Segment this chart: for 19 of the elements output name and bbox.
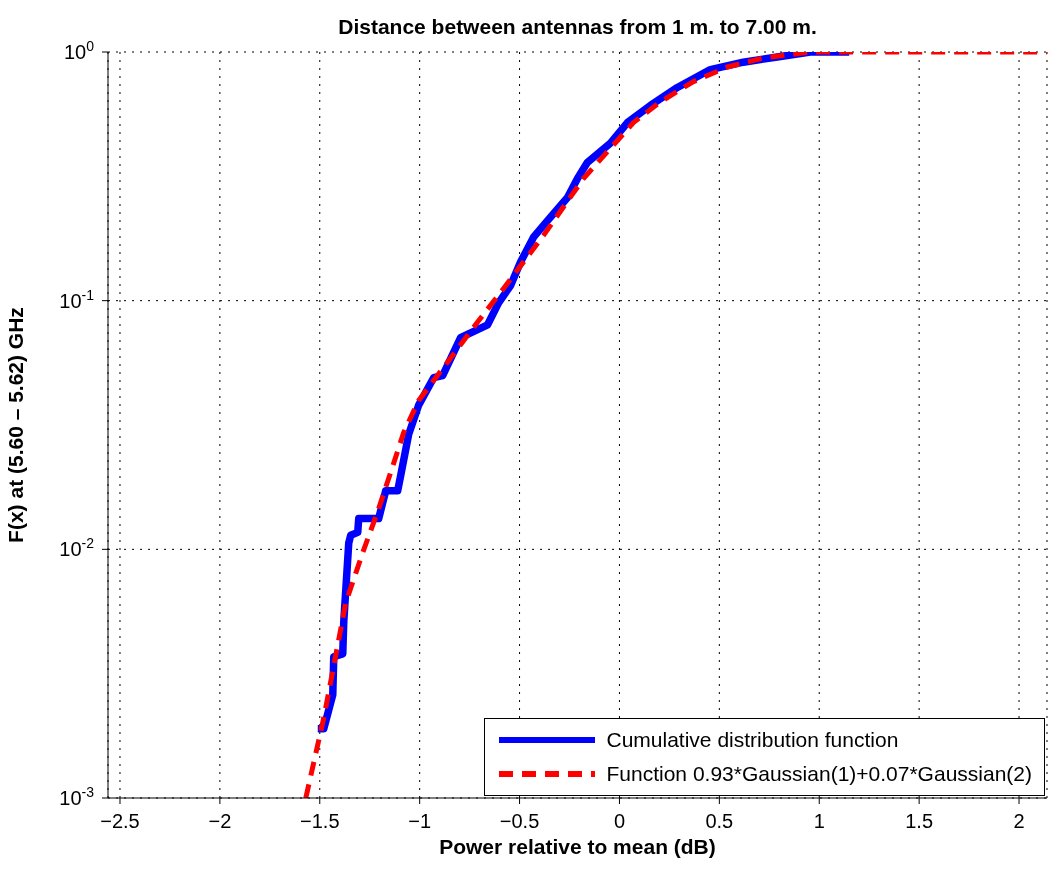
legend-label: Cumulative distribution function <box>606 727 899 753</box>
y-tick-label: 10$^{-1}$ <box>59 286 95 312</box>
x-tick-label: 1.5 <box>905 810 934 832</box>
x-tick-label: 2 <box>1013 810 1025 832</box>
x-tick-label: −1.5 <box>300 810 340 832</box>
x-tick-label: 0 <box>613 810 626 832</box>
chart-title: Distance between antennas from 1 m. to 7.00 m. <box>338 15 817 38</box>
y-tick-label: 10$^{-2}$ <box>59 535 95 561</box>
y-tick-label: 10$^{-3}$ <box>59 784 95 809</box>
x-tick-label: −2 <box>208 810 232 832</box>
x-tick-label: −2.5 <box>100 810 140 832</box>
legend-label: Function 0.93*Gaussian(1)+0.07*Gaussian(2) <box>606 761 1032 787</box>
y-axis-title: F(x) at (5.60 – 5.62) GHz <box>4 307 28 543</box>
y-tick-label: 10$^{0}$ <box>63 38 95 63</box>
x-tick-label: −1 <box>408 810 432 832</box>
x-tick-label: −0.5 <box>499 810 540 832</box>
x-axis-title: Power relative to mean (dB) <box>439 835 716 858</box>
x-tick-label: 0.5 <box>705 810 734 832</box>
x-tick-label: 1 <box>813 810 825 832</box>
